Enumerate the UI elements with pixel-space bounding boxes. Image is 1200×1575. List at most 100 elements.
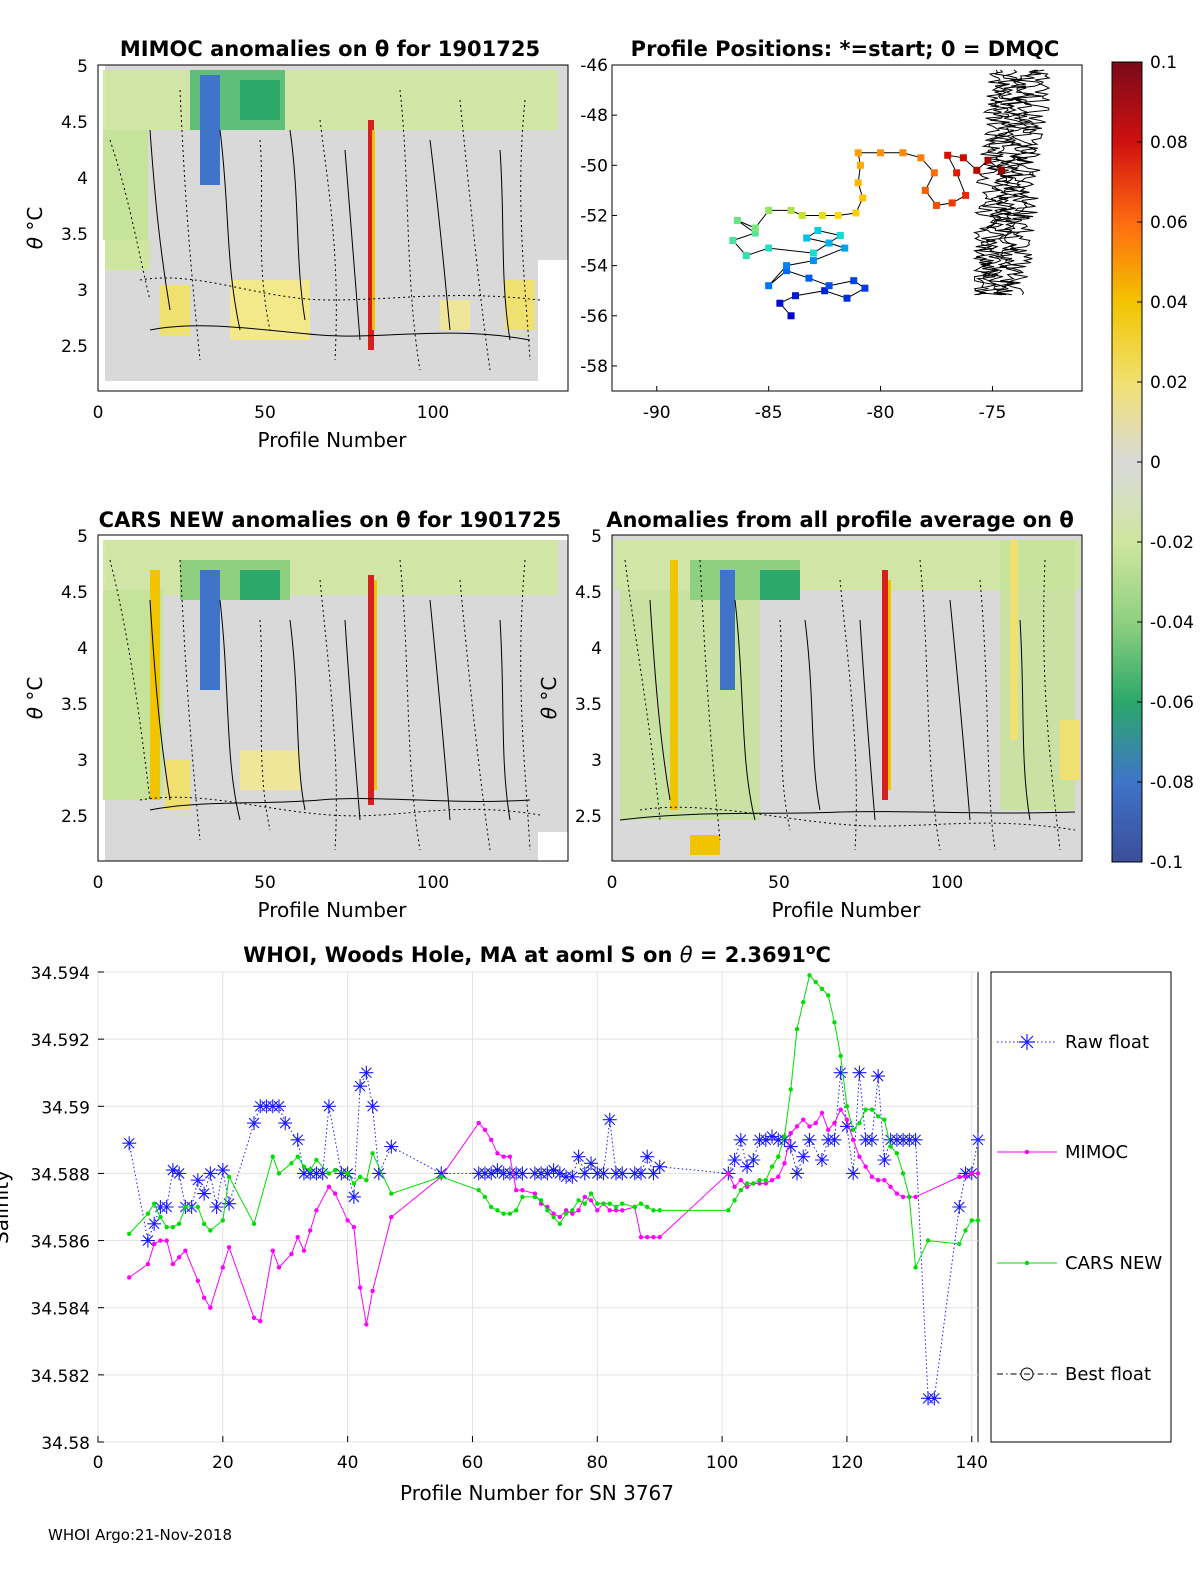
data-point bbox=[832, 1120, 837, 1126]
data-point bbox=[552, 1166, 567, 1181]
data-point bbox=[127, 1231, 132, 1237]
ytick-label: 5 bbox=[591, 527, 602, 547]
ytick-label: 4 bbox=[77, 639, 88, 659]
salinity-title: WHOI, Woods Hole, MA at aoml S on θ = 2.… bbox=[243, 942, 831, 967]
allavg-xticks: 0 50 100 bbox=[607, 873, 964, 893]
ytick-label: 3.5 bbox=[575, 695, 602, 715]
data-point bbox=[646, 1166, 661, 1181]
data-point bbox=[733, 1132, 748, 1147]
data-point bbox=[557, 1214, 563, 1220]
ytick-label: 2.5 bbox=[61, 337, 88, 357]
data-point bbox=[515, 1166, 530, 1181]
data-point bbox=[857, 1154, 862, 1159]
data-point bbox=[488, 1204, 494, 1210]
data-point bbox=[957, 1174, 962, 1179]
profile-position-marker bbox=[787, 312, 795, 320]
profile-position-marker bbox=[948, 199, 956, 207]
data-point bbox=[278, 1116, 293, 1131]
data-point bbox=[827, 1132, 842, 1147]
mimoc-xticks: 0 50 100 bbox=[93, 403, 450, 423]
ytick-label: 2.5 bbox=[575, 807, 602, 827]
data-point bbox=[439, 1174, 444, 1179]
profile-position-marker bbox=[783, 262, 791, 270]
data-point bbox=[203, 1166, 218, 1181]
ytick-label: 3 bbox=[591, 751, 602, 771]
data-point bbox=[364, 1322, 369, 1327]
data-point bbox=[164, 1238, 169, 1243]
map-ytick-label: -52 bbox=[580, 206, 608, 226]
data-point bbox=[819, 1110, 825, 1116]
data-point bbox=[197, 1186, 212, 1201]
circle-marker-icon bbox=[1020, 1367, 1034, 1381]
data-point bbox=[251, 1221, 257, 1226]
map-ytick-label: -46 bbox=[580, 56, 608, 76]
data-point bbox=[513, 1188, 519, 1193]
profile-position-marker bbox=[877, 149, 885, 157]
data-point bbox=[864, 1132, 879, 1147]
data-point bbox=[588, 1191, 594, 1196]
data-point bbox=[894, 1151, 900, 1156]
data-point bbox=[183, 1204, 188, 1210]
profile-position-marker bbox=[733, 216, 741, 224]
profile-position-marker bbox=[751, 224, 759, 232]
data-point bbox=[201, 1295, 207, 1300]
ytick-label: 3 bbox=[77, 751, 88, 771]
data-point bbox=[882, 1117, 887, 1122]
ytick-label: 5 bbox=[77, 527, 88, 547]
colorbar-tick-label: 0 bbox=[1150, 453, 1161, 473]
colorbar-tick-label: -0.02 bbox=[1150, 533, 1194, 553]
data-point bbox=[732, 1198, 737, 1203]
data-point bbox=[738, 1177, 744, 1183]
profile-position-marker bbox=[821, 287, 829, 295]
data-point bbox=[140, 1233, 155, 1248]
profile-position-marker bbox=[899, 149, 907, 157]
cars-axes-box bbox=[97, 534, 569, 862]
data-point bbox=[777, 1132, 792, 1147]
xtick-label: 120 bbox=[831, 1453, 863, 1473]
data-point bbox=[971, 1132, 985, 1147]
data-point bbox=[170, 1224, 176, 1230]
data-point bbox=[270, 1154, 275, 1159]
data-point bbox=[727, 1153, 742, 1167]
data-point bbox=[607, 1201, 612, 1206]
data-point bbox=[370, 1151, 375, 1156]
legend-label: CARS NEW bbox=[1065, 1253, 1162, 1274]
profile-position-marker bbox=[917, 154, 925, 162]
data-point bbox=[607, 1208, 612, 1213]
data-point bbox=[975, 1218, 981, 1223]
legend-item-raw-float: Raw float bbox=[997, 1032, 1149, 1053]
allavg-axes-box bbox=[611, 534, 1083, 862]
mimoc-panel: MIMOC anomalies on θ for 1901725 5 4.5 4 bbox=[23, 37, 569, 452]
data-point bbox=[315, 1166, 330, 1181]
data-point bbox=[371, 1166, 386, 1181]
data-point bbox=[763, 1181, 769, 1186]
colorbar-tick-label: 0.1 bbox=[1150, 53, 1177, 73]
profile-position-marker bbox=[933, 201, 941, 209]
data-point bbox=[538, 1198, 544, 1203]
data-point bbox=[888, 1184, 893, 1190]
data-point bbox=[782, 1161, 787, 1166]
data-point bbox=[746, 1153, 761, 1167]
data-point bbox=[201, 1221, 207, 1226]
data-point bbox=[846, 1166, 861, 1181]
data-point bbox=[908, 1132, 923, 1147]
profile-position-marker bbox=[854, 149, 862, 157]
legend-item-cars-new: CARS NEW bbox=[997, 1253, 1162, 1274]
data-point bbox=[557, 1221, 563, 1226]
data-point bbox=[346, 1189, 361, 1204]
salinity-yticks: 34.594 34.592 34.59 34.588 34.586 34.584 34.58… bbox=[31, 964, 104, 1454]
data-point bbox=[601, 1201, 606, 1206]
data-point bbox=[251, 1315, 257, 1320]
ytick-label: 34.588 bbox=[31, 1165, 90, 1185]
data-point bbox=[796, 1149, 811, 1164]
data-point bbox=[540, 1166, 555, 1181]
data-point bbox=[314, 1157, 319, 1163]
xtick-label: 50 bbox=[254, 403, 276, 423]
ytick-label: 5 bbox=[77, 57, 88, 77]
dot-marker-icon bbox=[1024, 1149, 1030, 1155]
data-point bbox=[270, 1248, 275, 1253]
data-point bbox=[357, 1285, 363, 1290]
data-point bbox=[900, 1194, 906, 1200]
data-point bbox=[857, 1120, 862, 1126]
data-point bbox=[652, 1159, 667, 1174]
